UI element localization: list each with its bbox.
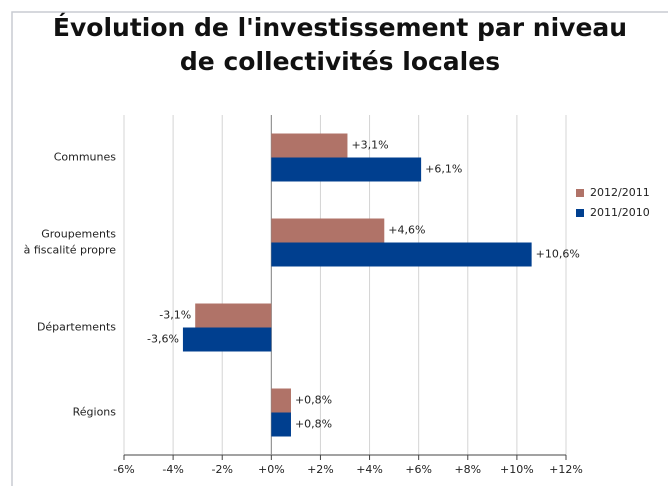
legend-label: 2012/2011 [590, 186, 650, 199]
x-tick-label: +0% [258, 463, 285, 476]
value-label: +6,1% [425, 163, 462, 176]
x-tick-label: +2% [307, 463, 334, 476]
value-label: +4,6% [388, 224, 425, 237]
legend-label: 2011/2010 [590, 206, 650, 219]
y-tick-label: Communes [54, 151, 117, 164]
chart-title: Évolution de l'investissement par niveau… [53, 13, 627, 76]
value-label: +0,8% [295, 418, 332, 431]
value-label: -3,1% [159, 309, 191, 322]
x-tick-label: +10% [500, 463, 534, 476]
bar [195, 303, 272, 328]
legend-swatch [576, 209, 584, 217]
y-tick-label: Départements [37, 321, 116, 334]
x-tick-label: -6% [113, 463, 134, 476]
bar [271, 157, 422, 182]
x-tick-label: +8% [454, 463, 481, 476]
bar [271, 218, 385, 243]
frame [11, 11, 668, 486]
bar [271, 412, 291, 437]
bar [271, 242, 532, 267]
bar [271, 133, 348, 158]
x-tick-label: +12% [549, 463, 583, 476]
x-tick-label: -2% [212, 463, 233, 476]
y-tick-label: Groupements à fiscalité propre [24, 228, 117, 257]
y-tick-label: Régions [73, 406, 117, 419]
legend-swatch [576, 189, 584, 197]
value-label: +3,1% [351, 139, 388, 152]
value-label: +0,8% [295, 394, 332, 407]
bar [271, 388, 291, 413]
value-label: -3,6% [147, 333, 179, 346]
x-tick-label: -4% [162, 463, 183, 476]
bar [182, 327, 272, 352]
x-tick-label: +6% [405, 463, 432, 476]
x-tick-label: +4% [356, 463, 383, 476]
value-label: +10,6% [536, 248, 580, 261]
